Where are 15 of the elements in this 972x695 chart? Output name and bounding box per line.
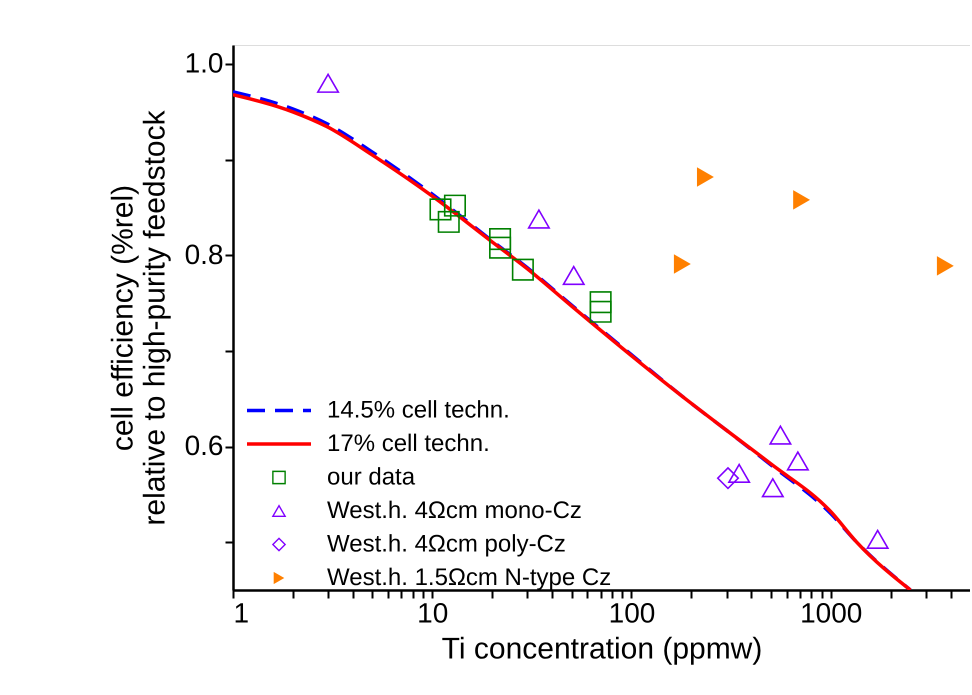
x-axis-title: Ti concentration (ppmw) bbox=[442, 632, 762, 666]
legend-label: West.h. 1.5Ωcm N-type Cz bbox=[327, 564, 612, 591]
y-tick-label: 1.0 bbox=[184, 48, 224, 79]
y-tick-label: 0.8 bbox=[184, 238, 224, 270]
legend-label: West.h. 4Ωcm poly-Cz bbox=[327, 530, 566, 558]
x-tick-label: 100 bbox=[608, 598, 656, 628]
legend-label: our data bbox=[327, 464, 416, 490]
y-axis-title: cell efficiency (%rel) relative to high-purity feedstock bbox=[106, 109, 172, 526]
legend-label: West.h. 4Ωcm mono-Cz bbox=[327, 497, 582, 524]
legend-label: 14.5% cell techn. bbox=[327, 396, 510, 424]
x-tick-label: 1 bbox=[234, 598, 250, 628]
x-tick-label: 10 bbox=[417, 598, 448, 628]
legend-label: 17% cell techn. bbox=[327, 430, 490, 457]
x-tick-label: 1000 bbox=[800, 598, 862, 628]
y-tick-label: 0.6 bbox=[184, 430, 224, 462]
